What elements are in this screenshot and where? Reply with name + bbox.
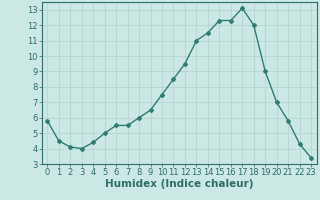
X-axis label: Humidex (Indice chaleur): Humidex (Indice chaleur) <box>105 179 253 189</box>
